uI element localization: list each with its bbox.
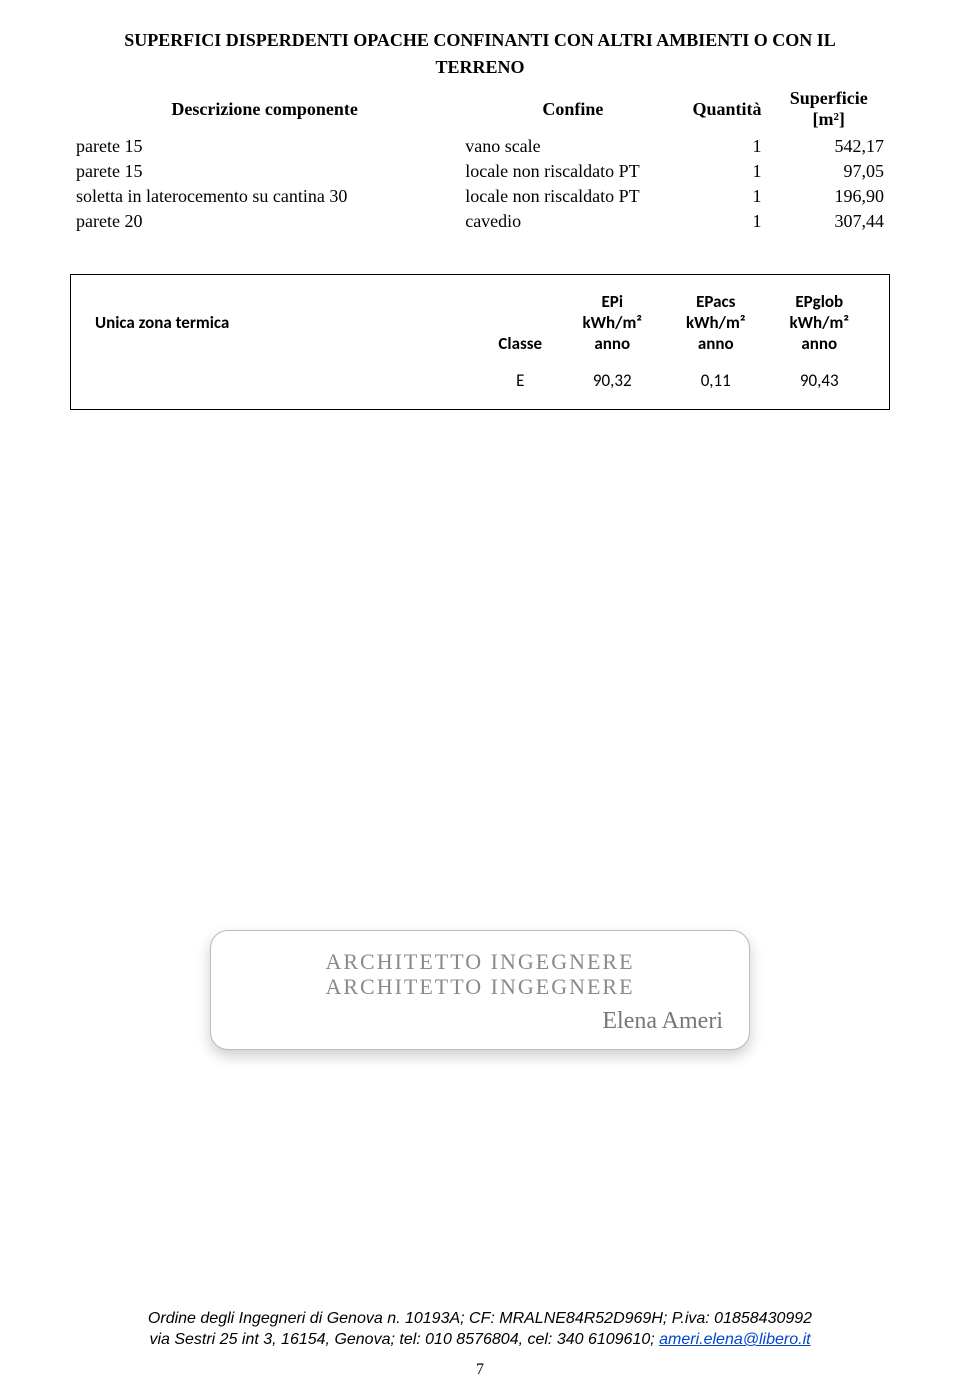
cell-desc: soletta in laterocemento su cantina 30	[70, 184, 459, 209]
epi-l2: kWh/m²	[582, 312, 642, 333]
epglob-l3: anno	[801, 333, 837, 354]
cell-surf: 97,05	[768, 159, 891, 184]
hdr-epi: EPi kWh/m² anno	[561, 289, 664, 356]
val-epi: 90,32	[561, 356, 664, 393]
cell-conf: locale non riscaldato PT	[459, 159, 686, 184]
section-title-line1: SUPERFICI DISPERDENTI OPACHE CONFINANTI …	[70, 30, 890, 51]
empty-cell	[89, 356, 480, 393]
val-class: E	[480, 356, 561, 393]
hdr-surf-l2: [m²]	[813, 109, 845, 129]
cell-qty: 1	[686, 159, 767, 184]
epglob-l1: EPglob	[795, 291, 843, 312]
epacs-l3: anno	[698, 333, 734, 354]
table-row: parete 20 cavedio 1 307,44	[70, 209, 890, 234]
signature-name: Elena Ameri	[237, 1008, 723, 1035]
cell-conf: locale non riscaldato PT	[459, 184, 686, 209]
cell-qty: 1	[686, 184, 767, 209]
cell-qty: 1	[686, 134, 767, 159]
cell-desc: parete 15	[70, 134, 459, 159]
cell-conf: vano scale	[459, 134, 686, 159]
table-row: soletta in laterocemento su cantina 30 l…	[70, 184, 890, 209]
cell-conf: cavedio	[459, 209, 686, 234]
signature-line1: ARCHITETTO INGEGNERE	[237, 949, 723, 974]
page-number: 7	[0, 1361, 960, 1379]
table-row: parete 15 locale non riscaldato PT 1 97,…	[70, 159, 890, 184]
footer-line2-text: via Sestri 25 int 3, 16154, Genova; tel:…	[149, 1331, 659, 1348]
energy-class-box: Unica zona termica Classe EPi kWh/m² ann…	[70, 274, 890, 410]
cell-desc: parete 15	[70, 159, 459, 184]
hdr-desc: Descrizione componente	[70, 84, 459, 134]
cell-qty: 1	[686, 209, 767, 234]
footer-line2: via Sestri 25 int 3, 16154, Genova; tel:…	[0, 1330, 960, 1351]
table-row: parete 15 vano scale 1 542,17	[70, 134, 890, 159]
epglob-l2: kWh/m²	[789, 312, 849, 333]
cell-surf: 196,90	[768, 184, 891, 209]
cell-surf: 542,17	[768, 134, 891, 159]
class-header-row: Unica zona termica Classe EPi kWh/m² ann…	[89, 289, 871, 356]
table-header-row: Descrizione componente Confine Quantità …	[70, 84, 890, 134]
epacs-l1: EPacs	[696, 291, 735, 312]
hdr-epglob: EPglob kWh/m² anno	[767, 289, 871, 356]
cell-surf: 307,44	[768, 209, 891, 234]
components-table: Descrizione componente Confine Quantità …	[70, 84, 890, 234]
hdr-surf-l1: Superficie	[790, 88, 868, 108]
zone-label: Unica zona termica	[89, 289, 480, 356]
cell-desc: parete 20	[70, 209, 459, 234]
hdr-classe: Classe	[480, 289, 561, 356]
signature-box: ARCHITETTO INGEGNERE ARCHITETTO INGEGNER…	[210, 930, 750, 1050]
val-epglob: 90,43	[767, 356, 871, 393]
val-epacs: 0,11	[664, 356, 767, 393]
epi-l1: EPi	[602, 291, 624, 312]
epacs-l2: kWh/m²	[686, 312, 746, 333]
footer-line1: Ordine degli Ingegneri di Genova n. 1019…	[0, 1309, 960, 1330]
hdr-epacs: EPacs kWh/m² anno	[664, 289, 767, 356]
epi-l3: anno	[594, 333, 630, 354]
section-title-line2: TERRENO	[70, 57, 890, 78]
hdr-qty: Quantità	[686, 84, 767, 134]
hdr-surf: Superficie [m²]	[768, 84, 891, 134]
page-footer: Ordine degli Ingegneri di Genova n. 1019…	[0, 1309, 960, 1351]
hdr-conf: Confine	[459, 84, 686, 134]
footer-email-link[interactable]: ameri.elena@libero.it	[659, 1331, 810, 1348]
class-value-row: E 90,32 0,11 90,43	[89, 356, 871, 393]
signature-line2: ARCHITETTO INGEGNERE	[237, 974, 723, 999]
energy-class-table: Unica zona termica Classe EPi kWh/m² ann…	[89, 289, 871, 393]
